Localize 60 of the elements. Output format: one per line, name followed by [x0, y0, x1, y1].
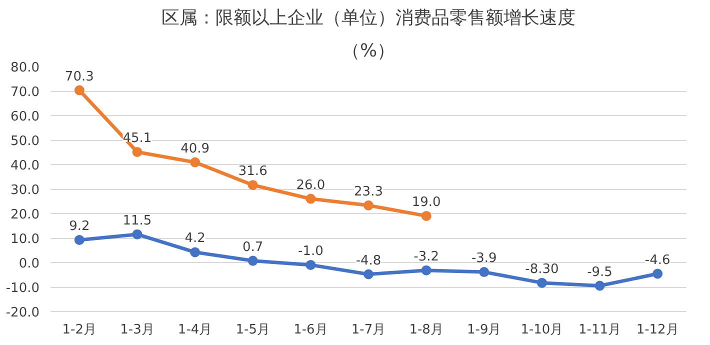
data-label: -4.8	[356, 253, 382, 268]
x-tick-label: 1-11月	[578, 322, 622, 338]
data-label: -3.2	[414, 249, 440, 264]
data-label: 4.2	[184, 231, 206, 246]
y-tick-label: 20.0	[10, 208, 40, 222]
x-tick-label: 1-9月	[467, 322, 502, 338]
chart-title: 区属：限额以上企业（单位）消费品零售额增长速度	[162, 8, 576, 28]
data-label: 40.9	[180, 141, 210, 156]
x-tick-label: 1-4月	[178, 322, 212, 338]
data-label: 0.7	[242, 240, 264, 255]
data-label: 26.0	[296, 178, 326, 193]
data-label: 11.5	[122, 213, 152, 228]
x-tick-label: 1-7月	[351, 322, 386, 338]
y-tick-label: -20.0	[6, 306, 40, 320]
y-tick-label: 10.0	[10, 232, 40, 247]
data-label: -8.30	[525, 262, 559, 277]
data-label: 45.1	[122, 131, 152, 146]
data-label: -4.6	[644, 252, 670, 268]
point	[421, 210, 432, 221]
point	[652, 268, 663, 279]
data-label: -1.0	[298, 244, 324, 259]
chart-subtitle: （%）	[342, 40, 396, 62]
data-label: -9.5	[587, 264, 612, 280]
data-label: -3.9	[471, 251, 497, 266]
x-tick-label: 1-8月	[409, 322, 444, 338]
point	[594, 280, 605, 291]
data-label: 19.0	[412, 194, 441, 210]
x-tick-label: 1-2月	[62, 322, 97, 338]
y-tick-label: 70.0	[10, 85, 40, 100]
point	[74, 85, 84, 96]
y-tick-label: 80.0	[10, 60, 40, 76]
point	[74, 234, 84, 245]
y-tick-label: 50.0	[10, 134, 40, 149]
point	[306, 260, 316, 270]
point	[306, 194, 316, 204]
y-tick-label: 40.0	[10, 158, 40, 174]
x-tick-label: 1-3月	[120, 322, 154, 338]
data-label: 70.3	[64, 69, 94, 84]
x-tick-label: 1-5月	[236, 322, 270, 338]
y-tick-label: 0.0	[18, 256, 40, 272]
point	[536, 278, 547, 288]
point	[190, 157, 200, 168]
point	[132, 229, 142, 240]
point	[248, 256, 258, 266]
data-label: 9.2	[69, 218, 90, 234]
point	[190, 247, 200, 258]
y-tick-label: 30.0	[10, 183, 40, 198]
point	[248, 180, 258, 190]
x-tick-label: 1-12月	[636, 322, 679, 338]
point	[364, 269, 374, 280]
point	[364, 200, 374, 210]
data-label: 23.3	[354, 184, 383, 200]
x-tick-label: 1-10月	[520, 322, 564, 338]
data-label: 31.6	[238, 164, 268, 180]
y-tick-label: -10.0	[6, 281, 40, 296]
point	[421, 265, 432, 276]
point	[479, 267, 490, 278]
point	[132, 147, 142, 157]
y-tick-label: 60.0	[10, 110, 40, 124]
x-tick-label: 1-6月	[294, 322, 328, 338]
